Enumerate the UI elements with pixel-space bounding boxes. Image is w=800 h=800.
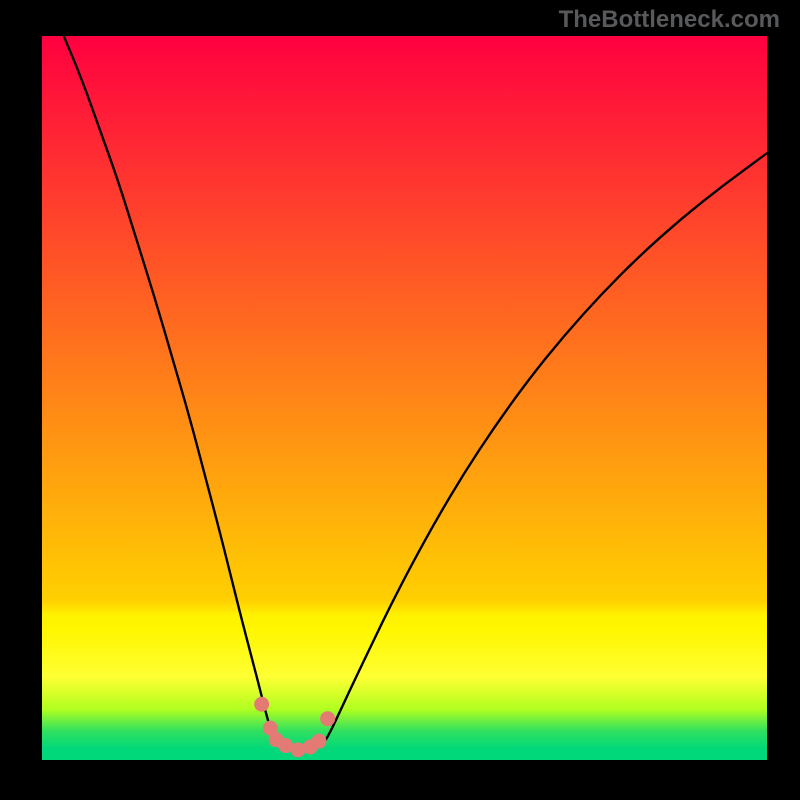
valley-marker [254, 697, 269, 712]
gradient-background [42, 36, 767, 760]
valley-marker [320, 711, 335, 726]
bottleneck-chart [42, 36, 767, 760]
valley-marker [311, 734, 326, 749]
watermark-text: TheBottleneck.com [559, 6, 780, 34]
